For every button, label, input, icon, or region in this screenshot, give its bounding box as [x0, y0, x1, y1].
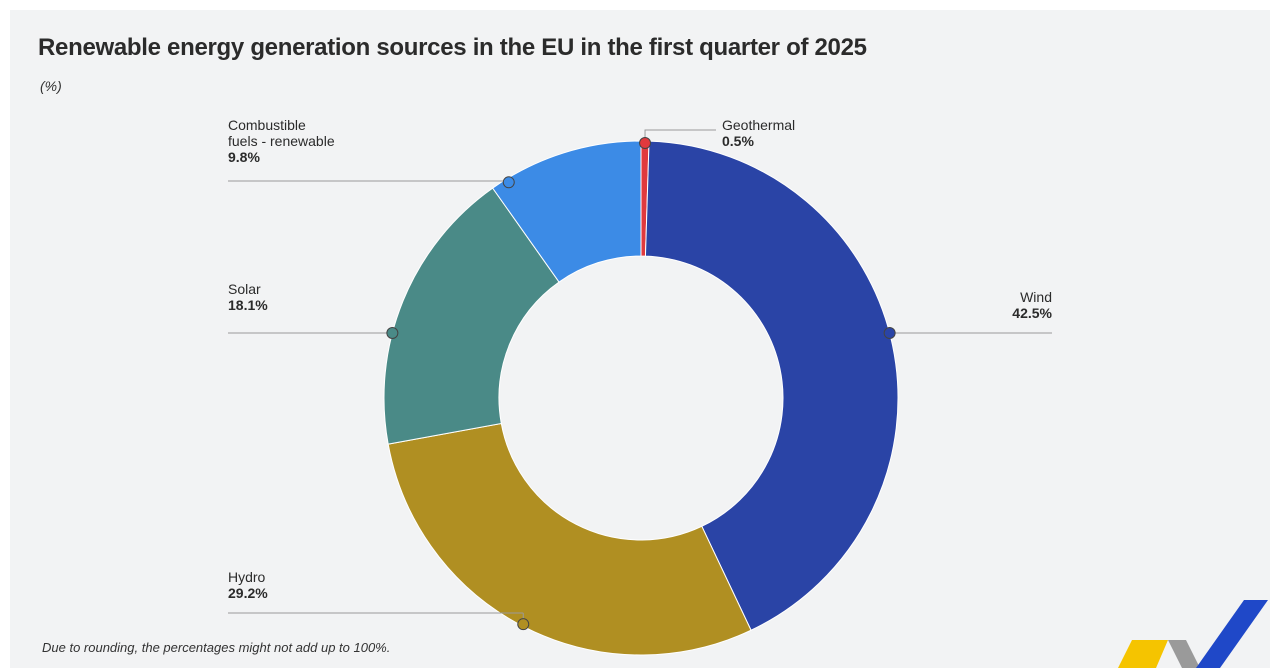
value-solar: 18.1%: [228, 297, 268, 313]
label-combustible: Combustible: [228, 117, 306, 133]
marker-hydro: [517, 618, 530, 631]
marker-wind: [883, 327, 896, 339]
value-hydro: 29.2%: [228, 585, 268, 601]
slice-solar: [383, 187, 560, 445]
slice-wind: [644, 140, 899, 631]
chart-title: Renewable energy generation sources in t…: [38, 34, 867, 61]
chart-unit: (%): [40, 78, 62, 94]
label-geothermal: Geothermal: [722, 117, 795, 133]
value-combustible: 9.8%: [228, 149, 260, 165]
marker-combustible: [502, 176, 515, 189]
marker-geothermal: [639, 137, 652, 150]
label-combustible-line2: fuels - renewable: [228, 133, 335, 149]
eurostat-logo: [1118, 600, 1268, 668]
leader-hydro: [228, 612, 524, 625]
label-wind: Wind: [1020, 289, 1052, 305]
marker-solar: [386, 327, 399, 339]
label-hydro: Hydro: [228, 569, 266, 585]
label-solar: Solar: [228, 281, 261, 297]
value-geothermal: 0.5%: [722, 133, 754, 149]
value-wind: 42.5%: [1012, 305, 1052, 321]
chart-footnote: Due to rounding, the percentages might n…: [42, 640, 391, 655]
slice-hydro: [387, 422, 752, 656]
leader-combustible: [228, 180, 510, 183]
